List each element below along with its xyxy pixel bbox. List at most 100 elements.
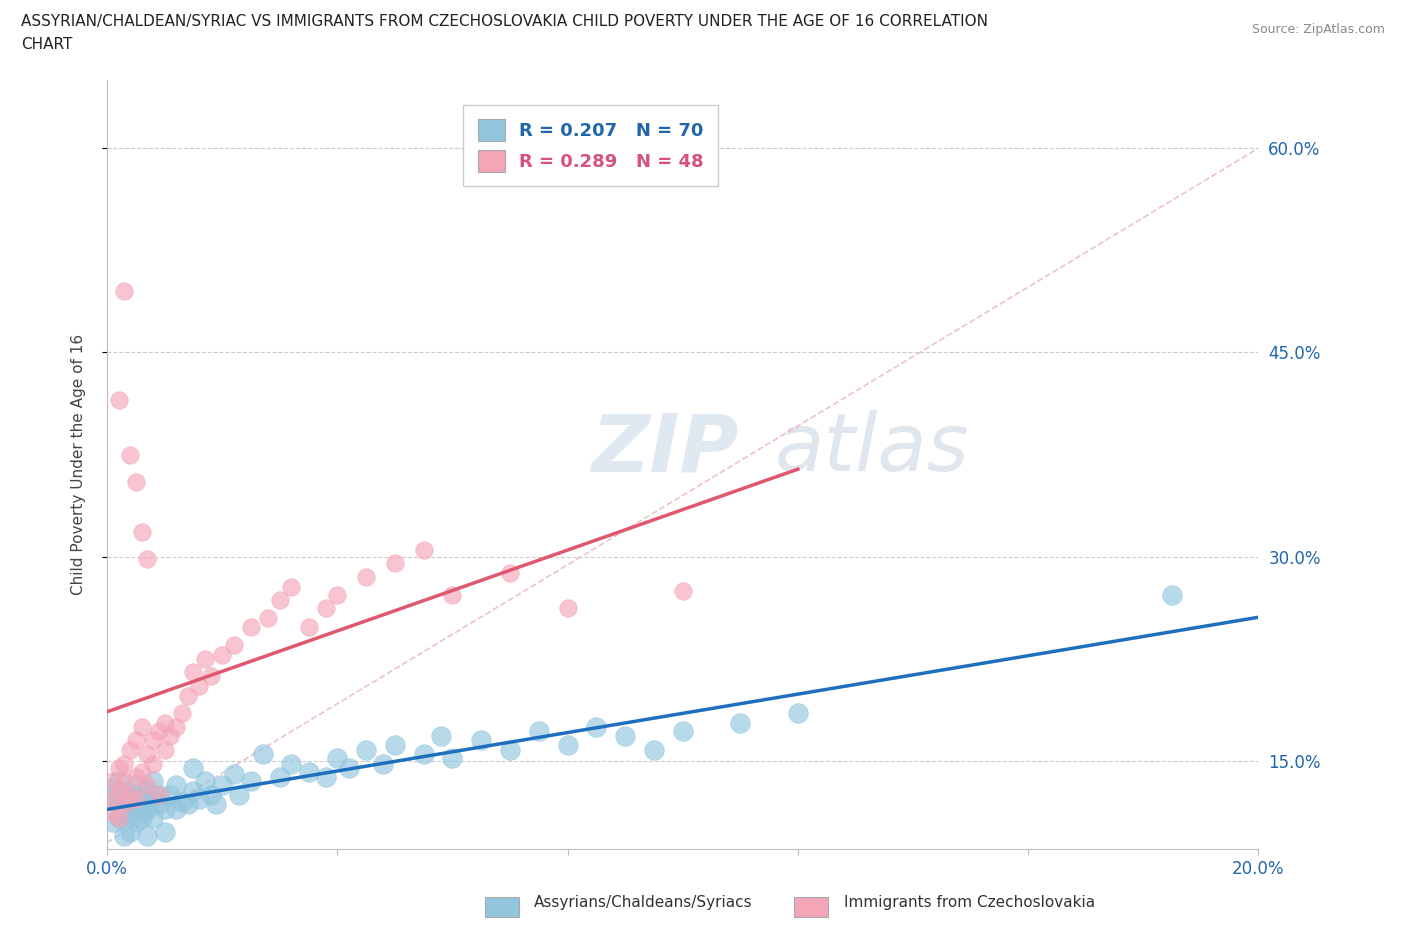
Point	[125, 788, 148, 803]
Point	[222, 767, 245, 782]
Text: Assyrians/Chaldeans/Syriacs: Assyrians/Chaldeans/Syriacs	[534, 895, 752, 910]
Point	[499, 565, 522, 580]
Point	[557, 737, 579, 752]
Point	[170, 706, 193, 721]
Point	[430, 729, 453, 744]
Point	[176, 797, 198, 812]
Point	[384, 737, 406, 752]
Point	[107, 797, 129, 812]
Point	[107, 811, 129, 826]
Point	[112, 801, 135, 816]
Point	[412, 747, 434, 762]
Point	[165, 720, 187, 735]
Point	[101, 788, 124, 803]
Point	[131, 720, 153, 735]
Point	[136, 778, 159, 793]
Point	[165, 801, 187, 816]
Text: Source: ZipAtlas.com: Source: ZipAtlas.com	[1251, 23, 1385, 36]
Point	[131, 811, 153, 826]
Point	[326, 588, 349, 603]
Point	[240, 774, 263, 789]
Point	[280, 756, 302, 771]
Point	[159, 788, 181, 803]
Point	[269, 592, 291, 607]
Point	[183, 665, 205, 680]
Point	[112, 284, 135, 299]
Point	[120, 794, 142, 809]
Point	[614, 729, 637, 744]
Point	[205, 797, 228, 812]
Point	[107, 774, 129, 789]
Point	[441, 588, 464, 603]
Point	[194, 651, 217, 666]
Point	[557, 601, 579, 616]
Point	[101, 780, 124, 795]
Point	[257, 610, 280, 625]
Point	[125, 733, 148, 748]
Point	[131, 801, 153, 816]
Point	[315, 601, 337, 616]
Text: Immigrants from Czechoslovakia: Immigrants from Czechoslovakia	[844, 895, 1095, 910]
Point	[354, 742, 377, 757]
Text: ASSYRIAN/CHALDEAN/SYRIAC VS IMMIGRANTS FROM CZECHOSLOVAKIA CHILD POVERTY UNDER T: ASSYRIAN/CHALDEAN/SYRIAC VS IMMIGRANTS F…	[21, 14, 988, 29]
Point	[125, 791, 148, 806]
Point	[112, 774, 135, 789]
Text: atlas: atlas	[775, 410, 970, 488]
Point	[585, 720, 607, 735]
Point	[354, 570, 377, 585]
Text: ZIP: ZIP	[591, 410, 738, 488]
Point	[1161, 588, 1184, 603]
Point	[315, 770, 337, 785]
Point	[112, 829, 135, 844]
Point	[643, 742, 665, 757]
Point	[120, 742, 142, 757]
Point	[136, 783, 159, 798]
Point	[252, 747, 274, 762]
Point	[176, 688, 198, 703]
Point	[120, 808, 142, 823]
Point	[101, 805, 124, 820]
Point	[228, 788, 250, 803]
Point	[136, 747, 159, 762]
Point	[107, 783, 129, 798]
Point	[787, 706, 810, 721]
Point	[153, 715, 176, 730]
Point	[672, 724, 695, 738]
Point	[188, 679, 211, 694]
Point	[200, 669, 222, 684]
Point	[112, 805, 135, 820]
Point	[384, 556, 406, 571]
Point	[297, 620, 319, 635]
Point	[269, 770, 291, 785]
Point	[136, 551, 159, 566]
Point	[107, 760, 129, 775]
Point	[672, 583, 695, 598]
Point	[441, 751, 464, 765]
Point	[183, 783, 205, 798]
Point	[142, 811, 165, 826]
Point	[165, 778, 187, 793]
Point	[131, 525, 153, 539]
Point	[142, 791, 165, 806]
Point	[499, 742, 522, 757]
Point	[120, 447, 142, 462]
Point	[142, 733, 165, 748]
Point	[240, 620, 263, 635]
Legend: R = 0.207   N = 70, R = 0.289   N = 48: R = 0.207 N = 70, R = 0.289 N = 48	[463, 104, 718, 187]
Point	[101, 791, 124, 806]
Point	[412, 542, 434, 557]
Y-axis label: Child Poverty Under the Age of 16: Child Poverty Under the Age of 16	[72, 334, 86, 595]
Point	[188, 791, 211, 806]
Point	[194, 774, 217, 789]
Point	[326, 751, 349, 765]
Point	[470, 733, 492, 748]
Point	[148, 724, 170, 738]
Point	[148, 788, 170, 803]
Point	[107, 392, 129, 407]
Point	[120, 824, 142, 839]
Point	[730, 715, 752, 730]
Point	[136, 801, 159, 816]
Point	[125, 770, 148, 785]
Point	[527, 724, 550, 738]
Point	[142, 756, 165, 771]
